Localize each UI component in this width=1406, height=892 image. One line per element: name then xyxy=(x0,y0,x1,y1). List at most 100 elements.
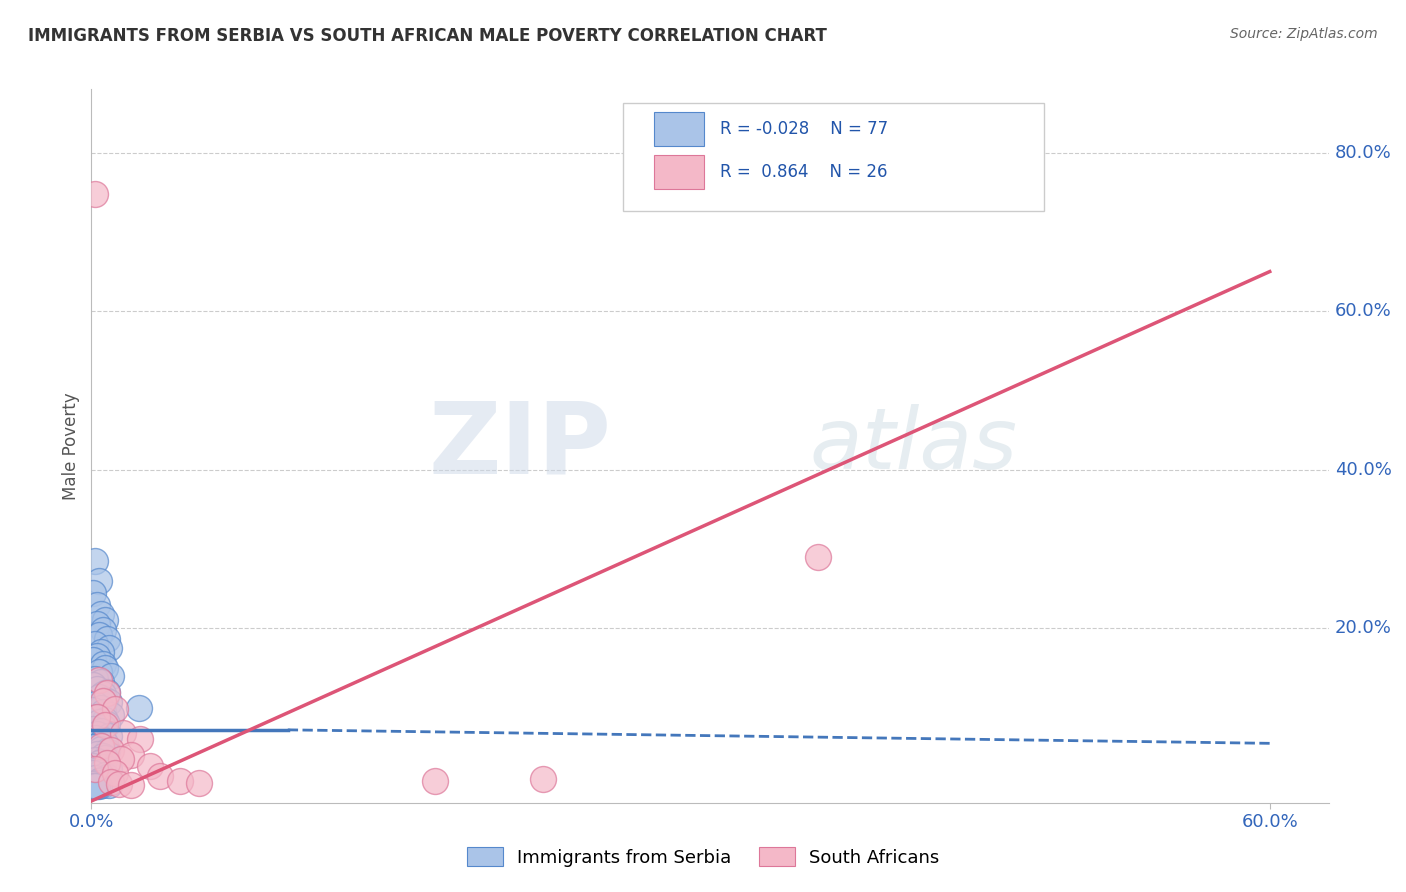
Point xyxy=(120,778,142,792)
Text: 80.0%: 80.0% xyxy=(1334,144,1392,161)
Point xyxy=(91,778,114,792)
Point xyxy=(84,779,107,793)
Point xyxy=(90,607,112,621)
Y-axis label: Male Poverty: Male Poverty xyxy=(62,392,80,500)
Point xyxy=(100,669,122,683)
Point xyxy=(89,756,111,771)
Point xyxy=(807,549,830,564)
Point xyxy=(98,778,121,792)
Point xyxy=(128,700,150,714)
Point xyxy=(96,686,118,700)
Point xyxy=(89,574,111,588)
FancyBboxPatch shape xyxy=(654,155,704,189)
Point xyxy=(94,661,117,675)
Point xyxy=(139,759,162,773)
Point xyxy=(82,766,104,780)
Point xyxy=(96,632,118,647)
Point xyxy=(84,554,107,568)
Point xyxy=(96,756,118,771)
Point xyxy=(82,777,104,791)
Point xyxy=(90,675,112,690)
Point xyxy=(91,687,114,701)
Point xyxy=(100,775,122,789)
Point xyxy=(90,755,112,769)
Point xyxy=(84,779,107,793)
Point xyxy=(89,628,111,642)
Point xyxy=(96,770,118,784)
Text: 20.0%: 20.0% xyxy=(1334,619,1392,638)
Point xyxy=(94,718,117,732)
Point xyxy=(82,678,104,692)
Point xyxy=(86,681,108,696)
Point xyxy=(86,710,108,724)
Point xyxy=(82,739,104,754)
Text: R = -0.028    N = 77: R = -0.028 N = 77 xyxy=(720,120,889,137)
Point xyxy=(89,738,111,752)
Point xyxy=(120,748,142,763)
Point xyxy=(86,779,108,793)
Point xyxy=(94,614,117,628)
Point xyxy=(86,598,108,612)
Point xyxy=(98,695,121,709)
Point xyxy=(89,665,111,679)
Point xyxy=(89,673,111,687)
Point xyxy=(90,772,112,787)
Point xyxy=(91,720,114,734)
Point xyxy=(90,742,112,756)
Point xyxy=(91,749,114,764)
Point xyxy=(89,773,111,788)
Point xyxy=(98,762,121,776)
Point xyxy=(104,702,127,716)
Point xyxy=(82,722,104,736)
Point xyxy=(82,703,104,717)
Point xyxy=(86,727,108,741)
Point xyxy=(100,743,122,757)
Point xyxy=(84,637,107,651)
Point xyxy=(91,657,114,671)
Legend: Immigrants from Serbia, South Africans: Immigrants from Serbia, South Africans xyxy=(460,840,946,874)
Point xyxy=(104,765,127,780)
Point xyxy=(84,771,107,785)
Point xyxy=(82,758,104,772)
Point xyxy=(84,753,107,767)
Point xyxy=(82,585,104,599)
Point xyxy=(96,717,118,731)
Point xyxy=(82,653,104,667)
Point xyxy=(100,707,122,722)
Point xyxy=(86,776,108,790)
Point xyxy=(89,690,111,705)
Point xyxy=(169,774,191,789)
Point xyxy=(96,685,118,699)
Point xyxy=(96,744,118,758)
Point xyxy=(84,731,107,745)
Text: Source: ZipAtlas.com: Source: ZipAtlas.com xyxy=(1230,27,1378,41)
Point xyxy=(86,617,108,632)
Point xyxy=(94,775,117,789)
Point xyxy=(84,186,107,201)
Point xyxy=(90,645,112,659)
Point xyxy=(90,700,112,714)
Text: atlas: atlas xyxy=(808,404,1017,488)
Point xyxy=(86,649,108,664)
Point xyxy=(94,768,117,782)
Point xyxy=(94,713,117,727)
Point xyxy=(91,623,114,637)
Point xyxy=(86,710,108,724)
Point xyxy=(89,714,111,729)
Point xyxy=(84,763,107,777)
Point xyxy=(108,777,131,791)
Text: 60.0%: 60.0% xyxy=(1334,302,1392,320)
Point xyxy=(129,732,152,747)
Point xyxy=(90,764,112,779)
Point xyxy=(90,724,112,739)
Point xyxy=(91,733,114,747)
Point xyxy=(90,739,112,753)
Point xyxy=(423,773,446,788)
Point xyxy=(84,698,107,712)
Point xyxy=(188,776,211,790)
Point xyxy=(94,750,117,764)
Point xyxy=(94,735,117,749)
Point xyxy=(89,779,111,793)
Text: 40.0%: 40.0% xyxy=(1334,461,1392,479)
Point xyxy=(86,747,108,761)
